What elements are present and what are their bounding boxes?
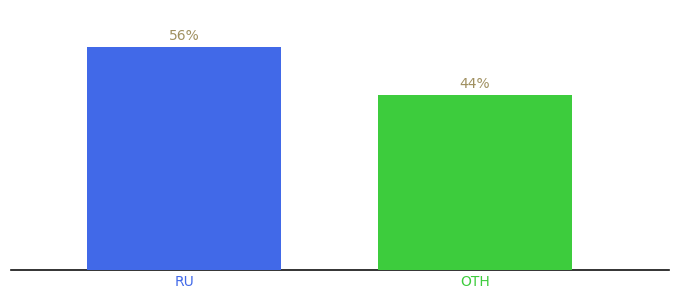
Bar — [87, 47, 281, 270]
Text: 56%: 56% — [169, 29, 200, 43]
Text: 44%: 44% — [460, 77, 490, 91]
Bar — [378, 95, 572, 270]
